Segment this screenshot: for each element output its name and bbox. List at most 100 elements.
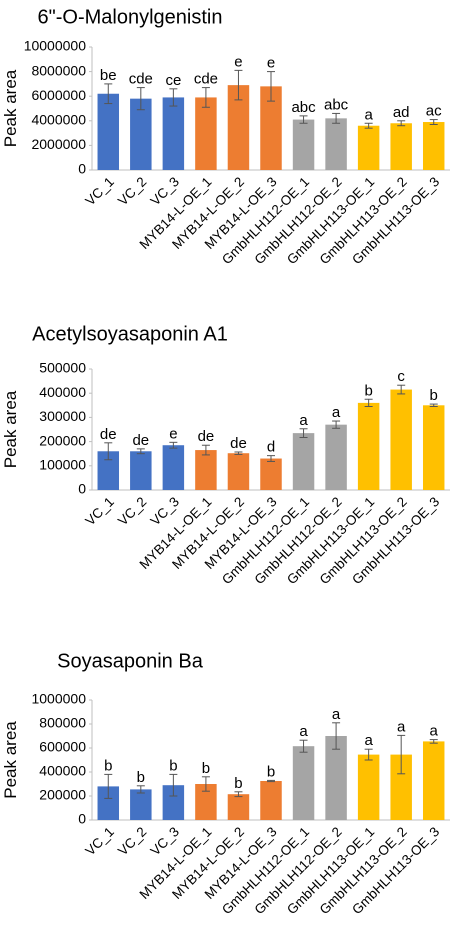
significance-letter: de	[132, 432, 149, 449]
error-bar	[397, 120, 406, 127]
chart-title: 6"-O-Malonylgenistin	[38, 6, 223, 28]
significance-letter: a	[430, 723, 439, 740]
y-axis-label: Peak area	[1, 69, 20, 147]
error-bar	[104, 83, 113, 105]
bar	[292, 746, 315, 820]
y-tick-label: 300000	[39, 408, 86, 424]
x-tick-label: VC_1	[82, 174, 116, 208]
chart-title: Soyasaponin Ba	[57, 650, 204, 672]
y-tick-label: 600000	[39, 739, 86, 755]
bar	[292, 119, 315, 170]
error-bar	[234, 69, 243, 101]
error-bar	[234, 451, 243, 455]
significance-letter: a	[332, 706, 341, 723]
y-tick-label: 400000	[39, 384, 86, 400]
bar	[357, 125, 380, 170]
y-tick-label: 400000	[39, 763, 86, 779]
significance-letter: de	[198, 428, 215, 445]
bar	[390, 389, 412, 490]
y-tick-label: 500000	[39, 360, 86, 376]
error-bar	[136, 87, 145, 111]
significance-letter: be	[100, 67, 117, 84]
bar	[325, 736, 347, 820]
significance-letter: c	[397, 368, 405, 385]
bar	[292, 433, 315, 490]
error-bar	[299, 739, 308, 753]
y-tick-label: 8000000	[31, 62, 86, 78]
significance-letter: cde	[194, 71, 218, 88]
bar	[130, 789, 152, 820]
bar	[130, 98, 152, 170]
bar	[195, 784, 217, 820]
y-tick-label: 100000	[39, 457, 86, 473]
bar	[325, 424, 347, 490]
x-tick-label: VC_1	[82, 824, 116, 858]
error-bar	[299, 115, 308, 124]
significance-letter: b	[267, 763, 275, 780]
bar	[325, 118, 347, 170]
error-bar	[169, 441, 178, 449]
bar	[162, 785, 185, 820]
bar	[97, 93, 120, 170]
y-tick-label: 10000000	[24, 38, 87, 54]
x-tick-label: VC_1	[82, 494, 116, 528]
significance-letter: e	[267, 55, 275, 72]
error-bar	[169, 773, 178, 797]
y-tick-label: 0	[78, 811, 86, 827]
error-bar	[234, 791, 243, 798]
chart-title: Acetylsoyasaponin A1	[32, 323, 228, 345]
error-bar	[201, 776, 210, 792]
y-tick-label: 200000	[39, 787, 86, 803]
significance-letter: de	[230, 435, 247, 452]
significance-letter: abc	[324, 96, 349, 113]
significance-letter: de	[100, 426, 117, 443]
significance-letter: b	[430, 387, 438, 404]
error-bar	[267, 455, 275, 462]
y-tick-label: 1000000	[31, 691, 86, 707]
significance-letter: b	[364, 382, 372, 399]
significance-letter: a	[364, 106, 373, 123]
y-tick-label: 800000	[39, 715, 86, 731]
bar	[162, 445, 185, 490]
significance-letter: a	[332, 404, 341, 421]
bar	[195, 450, 217, 490]
bar	[227, 794, 250, 820]
error-bar	[364, 122, 373, 129]
y-tick-label: 2000000	[31, 136, 86, 152]
significance-letter: a	[397, 718, 406, 735]
x-tick-label: VC_2	[115, 494, 149, 528]
error-bar	[201, 444, 210, 456]
y-axis-label: Peak area	[1, 721, 20, 799]
error-bar	[104, 773, 113, 799]
error-bar	[299, 428, 308, 438]
error-bar	[429, 739, 438, 744]
significance-letter: b	[234, 775, 242, 792]
y-tick-label: 200000	[39, 432, 86, 448]
bar	[260, 458, 282, 490]
bar	[422, 741, 445, 820]
significance-letter: b	[169, 757, 177, 774]
bar	[227, 85, 250, 170]
error-bar	[429, 119, 438, 125]
significance-letter: a	[299, 412, 308, 429]
significance-letter: b	[202, 760, 210, 777]
bar	[357, 754, 380, 820]
bar	[260, 781, 282, 820]
significance-letter: b	[137, 769, 145, 786]
bar	[227, 453, 250, 490]
error-bar	[397, 384, 406, 395]
error-bar	[136, 448, 145, 455]
y-tick-label: 0	[78, 161, 86, 177]
significance-letter: cde	[129, 71, 153, 88]
bar	[390, 123, 412, 170]
error-bar	[429, 403, 438, 408]
significance-letter: a	[364, 732, 373, 749]
y-tick-label: 6000000	[31, 87, 86, 103]
x-tick-label: VC_2	[115, 824, 149, 858]
error-bar	[201, 87, 210, 108]
significance-letter: a	[299, 723, 308, 740]
error-bar	[267, 779, 275, 783]
x-tick-label: VC_2	[115, 174, 149, 208]
